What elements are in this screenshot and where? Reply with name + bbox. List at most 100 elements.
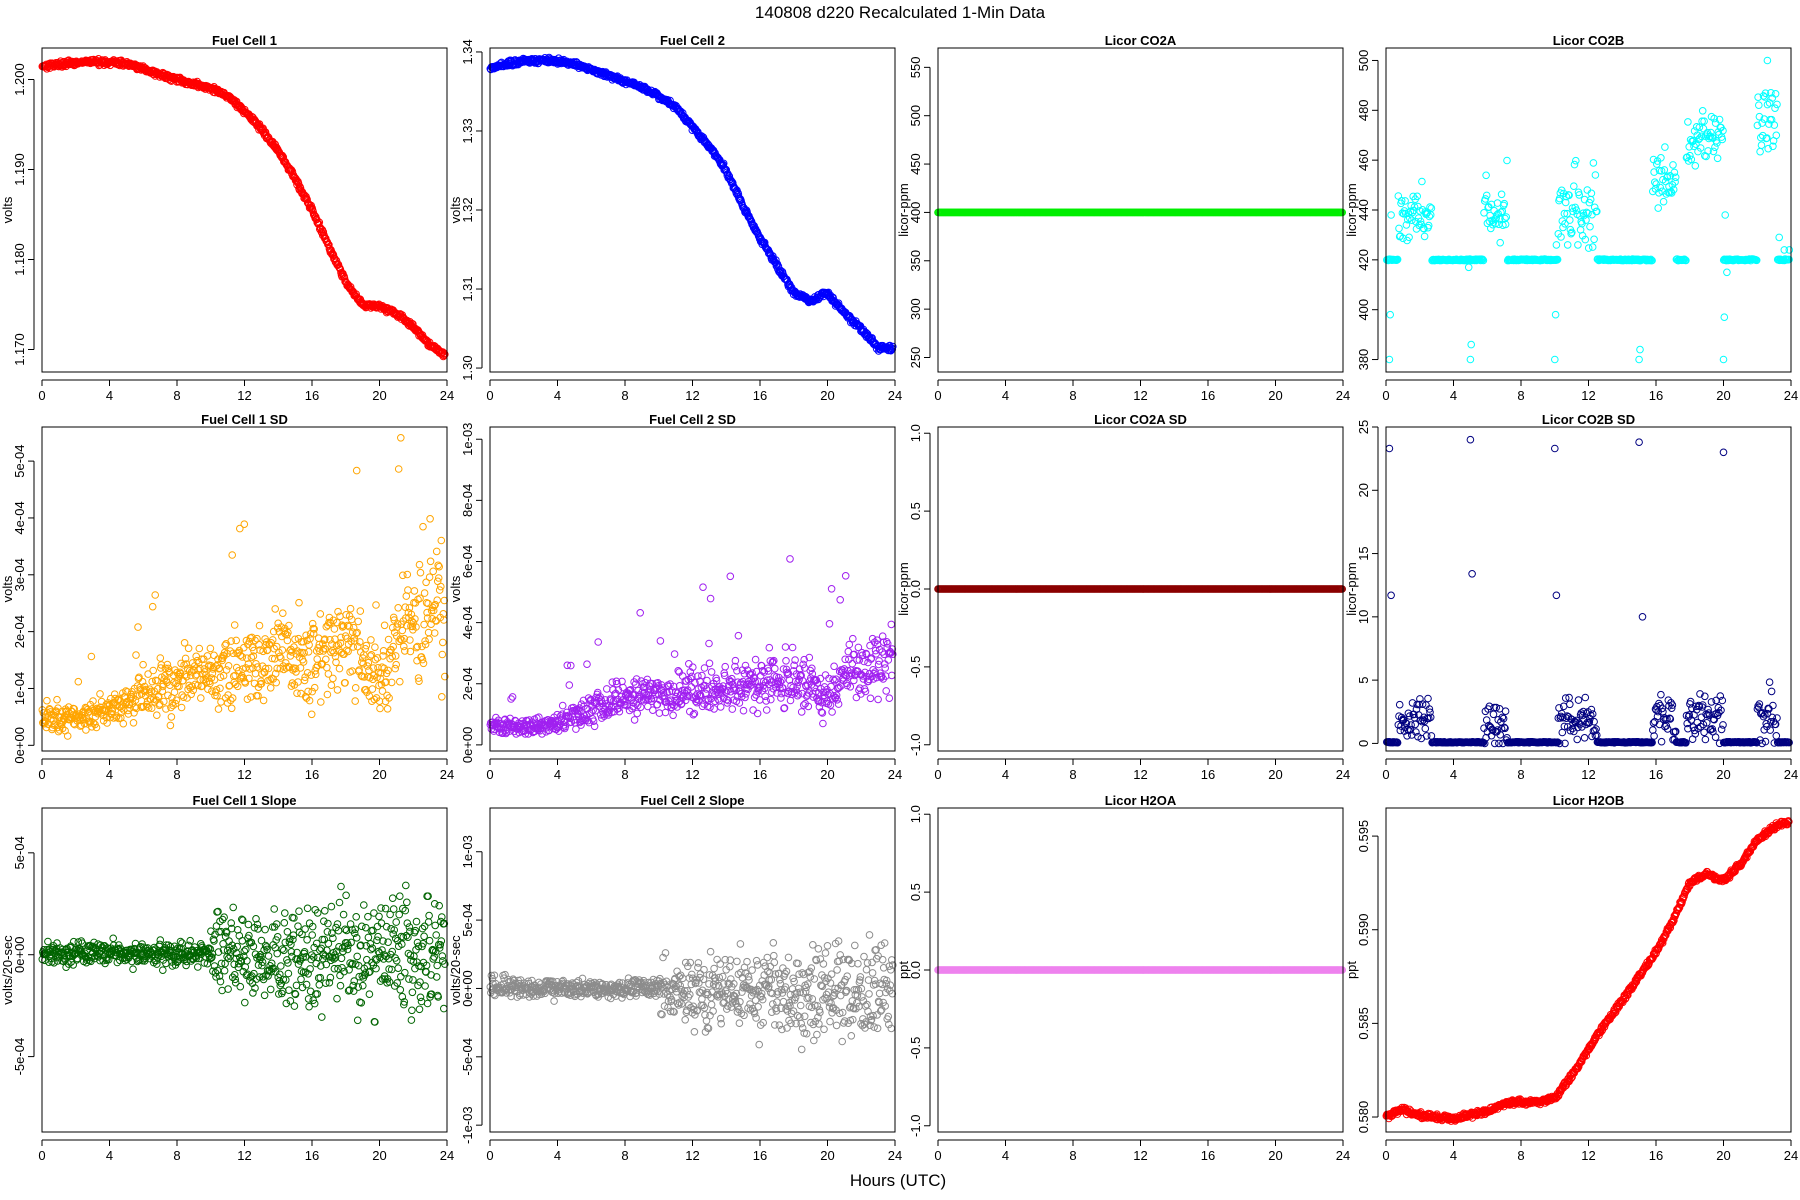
x-tick-label: 16	[1201, 388, 1215, 403]
y-tick-label: 1.33	[460, 118, 475, 143]
data-point	[153, 711, 161, 720]
data-point	[210, 651, 218, 660]
data-point	[1650, 168, 1658, 176]
x-tick-label: 4	[106, 388, 113, 403]
x-tick-label: 20	[820, 388, 834, 403]
data-point	[1393, 255, 1402, 264]
data-point	[1493, 211, 1501, 219]
y-tick-label: 400	[908, 202, 923, 224]
data-point	[1696, 144, 1705, 152]
data-point	[419, 659, 428, 668]
data-point	[426, 557, 435, 566]
x-tick-label: 24	[888, 388, 902, 403]
x-tick-label: 12	[1133, 388, 1147, 403]
x-tick-label: 8	[621, 767, 628, 782]
data-point	[698, 671, 706, 680]
data-point	[332, 256, 341, 265]
data-point	[187, 690, 195, 699]
data-point	[558, 701, 567, 710]
data-point	[1578, 231, 1587, 240]
x-tick-label: 12	[685, 767, 699, 782]
data-point	[1395, 224, 1403, 233]
x-tick-label: 8	[1069, 767, 1076, 782]
data-point	[438, 693, 446, 701]
y-tick-label: 0e+00	[12, 727, 27, 764]
data-point	[1420, 232, 1429, 241]
data-point	[656, 637, 665, 645]
data-point	[1572, 156, 1580, 165]
data-point	[415, 560, 424, 569]
data-point	[1588, 243, 1597, 251]
data-point	[329, 250, 338, 259]
data-point	[1757, 141, 1766, 149]
data-point	[327, 681, 336, 690]
data-point	[1589, 159, 1598, 167]
data-point	[1582, 216, 1590, 224]
y-tick-label: 380	[1356, 349, 1371, 371]
data-point	[1492, 214, 1500, 222]
data-point	[752, 667, 761, 676]
data-point	[1555, 194, 1564, 203]
data-point	[699, 583, 707, 592]
data-point	[439, 348, 447, 356]
data-point	[1478, 255, 1487, 264]
data-point	[271, 605, 280, 613]
data-point	[866, 641, 874, 650]
data-point	[426, 515, 434, 523]
data-point	[884, 656, 893, 664]
y-tick-label: 480	[1356, 99, 1371, 121]
x-axis: 0 4 8 12 16 20 24	[1382, 379, 1798, 403]
y-tick-label: 4e-04	[12, 501, 27, 534]
data-point	[848, 659, 857, 668]
y-tick-label: 250	[908, 347, 923, 369]
data-point	[836, 596, 845, 604]
data-point	[1418, 177, 1426, 186]
x-tick-label: 4	[1450, 388, 1457, 403]
data-point	[1413, 192, 1421, 201]
data-point	[336, 265, 345, 274]
data-point	[87, 652, 96, 661]
y-tick-label: 420	[1356, 249, 1371, 271]
x-tick-label: 20	[1268, 767, 1282, 782]
data-point	[1551, 310, 1560, 319]
data-point	[317, 698, 325, 706]
data-point	[630, 716, 639, 724]
data-point	[1663, 172, 1672, 181]
data-point	[661, 708, 670, 717]
data-point	[827, 585, 836, 593]
data-point	[633, 709, 642, 718]
data-point	[1692, 123, 1701, 131]
data-point	[1563, 241, 1572, 249]
data-point	[841, 572, 850, 580]
data-point	[430, 629, 439, 637]
data-point	[325, 241, 333, 249]
y-tick-label: 550	[908, 56, 923, 78]
data-point	[96, 690, 104, 698]
data-point	[230, 678, 238, 687]
data-point	[392, 660, 401, 669]
panel-title: Licor CO2B	[1553, 33, 1625, 48]
data-point	[251, 669, 260, 678]
data-point	[425, 573, 434, 582]
y-tick-label: -1.0	[908, 734, 923, 756]
y-tick-label: 4e-04	[460, 606, 475, 639]
data-point	[655, 709, 664, 717]
data-point	[1772, 131, 1781, 140]
data-point	[1557, 233, 1565, 241]
data-point	[1397, 197, 1406, 205]
data-point	[400, 642, 408, 651]
data-point	[1695, 123, 1704, 132]
data-point	[1503, 156, 1511, 165]
panel-title: Fuel Cell 2 SD	[649, 412, 736, 427]
data-point	[371, 655, 380, 664]
data-point	[762, 697, 771, 705]
data-point	[1566, 216, 1574, 224]
y-tick-label: 1.31	[460, 276, 475, 301]
data-point	[295, 598, 303, 607]
data-point	[1501, 214, 1509, 223]
data-point	[710, 705, 718, 713]
data-point	[1671, 178, 1679, 186]
data-point	[352, 466, 361, 475]
data-point	[767, 695, 775, 704]
